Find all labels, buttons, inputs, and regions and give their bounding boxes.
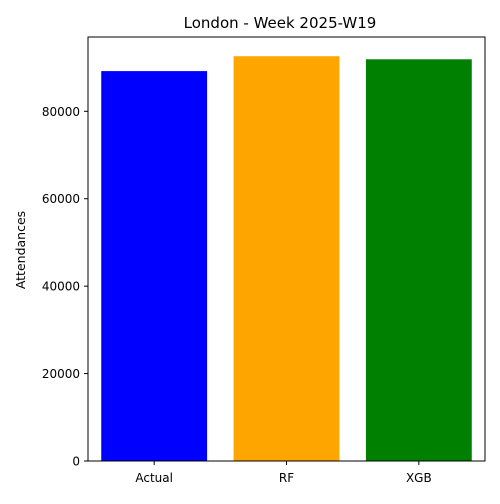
y-tick-label: 0 [72,455,80,469]
x-tick-label: RF [279,471,294,485]
y-tick-label: 80000 [42,105,80,119]
y-axis-label: Attendances [13,211,28,289]
bar-xgb [365,59,472,461]
bar-actual [101,71,208,461]
chart-title: London - Week 2025-W19 [184,14,377,32]
x-tick-label: Actual [135,471,173,485]
x-tick-label: XGB [406,471,432,485]
y-tick-label: 40000 [42,280,80,294]
plot-area: Actual RF XGB 0 20000 40000 60000 80000 [42,36,486,485]
bar-rf [233,56,340,461]
axes-frame [87,36,486,462]
y-tick-label: 60000 [42,192,80,206]
y-tick-label: 20000 [42,367,80,381]
